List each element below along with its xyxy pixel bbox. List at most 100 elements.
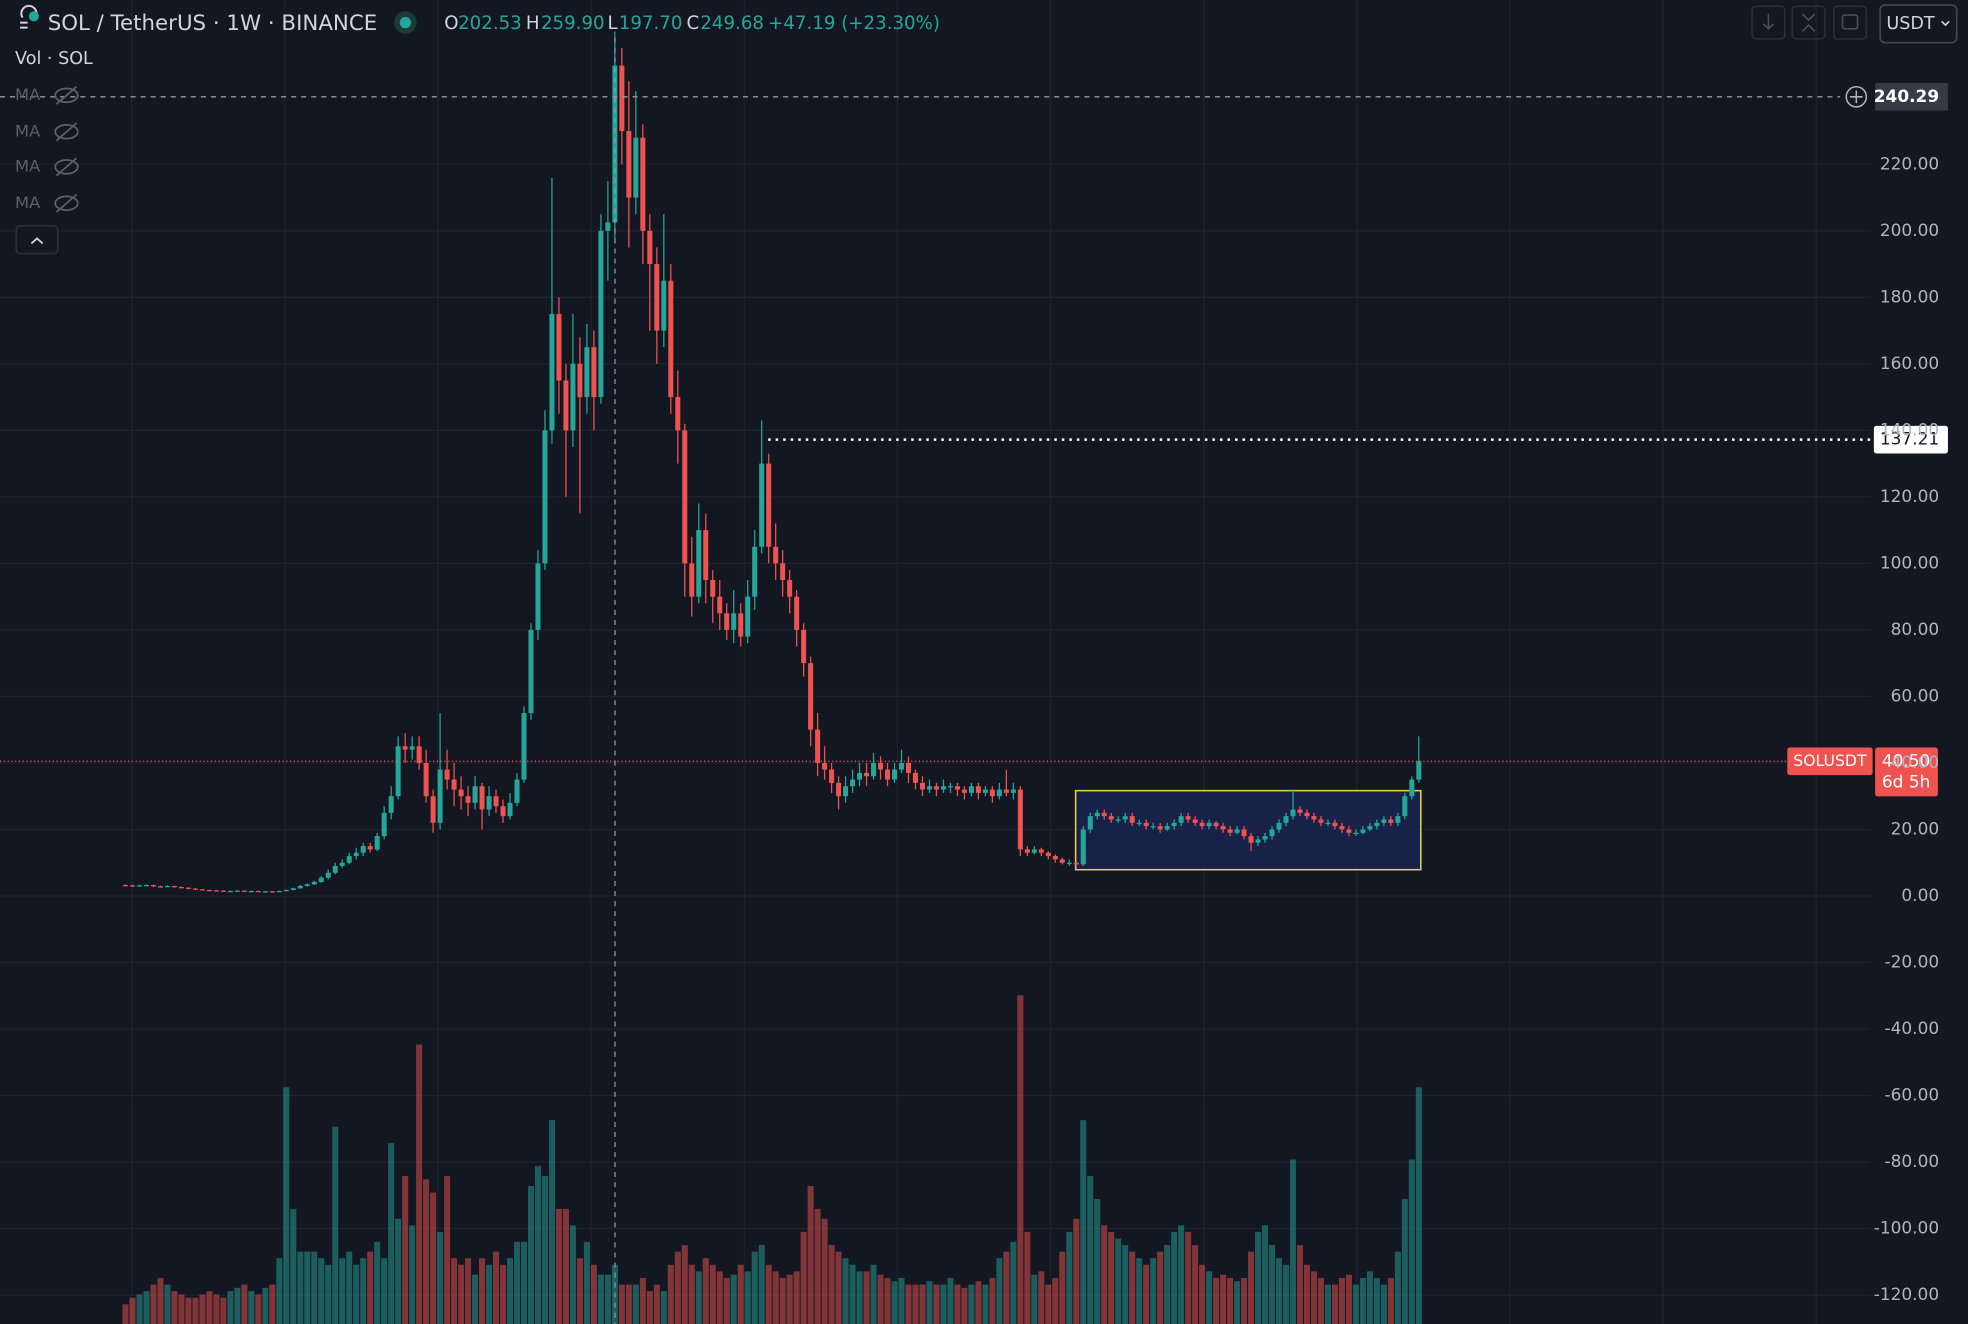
candle-body [206, 889, 212, 892]
volume-bar [1129, 1251, 1136, 1324]
volume-bar [534, 1166, 541, 1324]
candle-body [479, 786, 485, 810]
candle-body [982, 789, 988, 793]
volume-bar [877, 1274, 884, 1324]
volume-bar [220, 1297, 227, 1324]
candle-body [1178, 816, 1184, 823]
volume-bar [1024, 1231, 1031, 1324]
candle-body [402, 746, 408, 750]
candle-body [1374, 822, 1380, 827]
candle-body [1094, 812, 1100, 817]
candle-body [1346, 829, 1352, 833]
volume-bar [1324, 1284, 1331, 1324]
candle-body [143, 884, 149, 887]
candle-body [1010, 789, 1016, 793]
candle-body [1325, 822, 1331, 825]
volume-bar [157, 1277, 164, 1324]
hidden-icon[interactable] [54, 122, 79, 142]
candle-body [297, 885, 303, 889]
candle-body [1171, 822, 1177, 827]
candle-body [752, 546, 758, 597]
candle-body [213, 890, 219, 892]
candle-body [829, 769, 835, 783]
volume-bar [618, 1284, 625, 1324]
candle-body [486, 796, 492, 810]
candle-body [717, 596, 723, 614]
candle-body [367, 846, 373, 850]
candle-body [437, 769, 443, 823]
volume-bar [527, 1185, 534, 1324]
volume-bar [1303, 1264, 1310, 1324]
volume-bar [541, 1176, 548, 1324]
volume-bar [1073, 1218, 1080, 1324]
candle-body [1052, 856, 1058, 860]
hidden-icon[interactable] [54, 193, 79, 213]
volume-bar [1192, 1245, 1199, 1324]
volume-bar [1150, 1258, 1157, 1324]
candle-body [255, 890, 261, 893]
volume-bar [437, 1231, 444, 1324]
volume-bar [1206, 1271, 1213, 1324]
volume-bar [1262, 1225, 1269, 1324]
candle-body [843, 786, 849, 797]
button[interactable] [1832, 5, 1868, 40]
volume-bar [1394, 1251, 1401, 1324]
button[interactable] [1751, 5, 1786, 40]
button[interactable] [1791, 5, 1826, 40]
candle-body [1234, 829, 1240, 833]
volume-bar [751, 1251, 758, 1324]
volume-bar [1415, 1087, 1422, 1324]
candle-body [1220, 826, 1226, 830]
volume-bar [1017, 995, 1024, 1324]
volume-bar [248, 1291, 255, 1324]
candle-body [1402, 796, 1408, 817]
volume-bar [1241, 1277, 1248, 1324]
volume-bar [381, 1258, 388, 1324]
symbol-title: SOL / TetherUS · 1W · BINANCE [48, 11, 378, 36]
volume-bar [961, 1287, 968, 1324]
candle-body [773, 546, 779, 564]
candle-body [220, 890, 226, 892]
candle-body [556, 313, 562, 381]
currency-button[interactable] [1879, 4, 1958, 44]
collapse-button[interactable] [15, 225, 59, 255]
candle-body [1150, 826, 1156, 828]
hidden-icon[interactable] [54, 85, 79, 105]
candle-body [458, 789, 464, 797]
volume-bar [996, 1258, 1003, 1324]
volume-bar [451, 1258, 458, 1324]
volume-bar [199, 1294, 206, 1324]
candle-body [794, 596, 800, 630]
candle-body [514, 779, 520, 803]
volume-bar [486, 1264, 493, 1324]
candle-body [1395, 816, 1401, 823]
volume-bar [1331, 1284, 1338, 1324]
candle-body [738, 613, 744, 637]
candle-body [262, 891, 268, 893]
volume-bar [1038, 1271, 1045, 1324]
candle-body [164, 885, 170, 888]
candle-body [626, 131, 632, 198]
ohlc-key: O [444, 13, 458, 34]
volume-bar [1352, 1284, 1359, 1324]
candle-body [563, 380, 569, 431]
candle-body [1136, 822, 1142, 825]
volume-bar [723, 1277, 730, 1324]
volume-bar [842, 1258, 849, 1324]
candle-body [1129, 816, 1135, 823]
candle-body [1038, 849, 1044, 853]
candle-body [157, 886, 163, 888]
volume-bar [409, 1225, 416, 1324]
currency-label: USDT [1886, 14, 1935, 34]
candle-body [871, 762, 877, 777]
volume-bar [863, 1271, 870, 1324]
y-tick-label: -100.00 [1874, 1218, 1939, 1238]
volume-bar [1003, 1251, 1010, 1324]
candle-body [1381, 819, 1387, 823]
y-tick-label: 180.00 [1880, 286, 1939, 306]
y-tick-label: 100.00 [1880, 552, 1939, 572]
candle-body [584, 347, 590, 398]
hidden-icon[interactable] [54, 157, 79, 177]
candle-body [493, 796, 499, 807]
